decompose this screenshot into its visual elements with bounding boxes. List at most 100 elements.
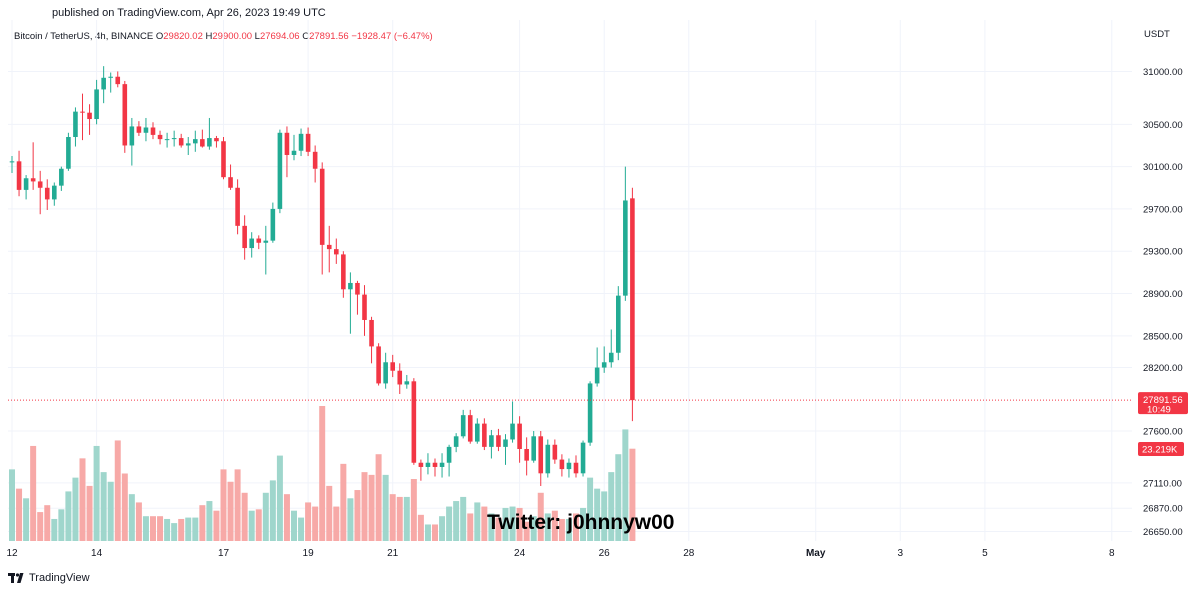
time-axis[interactable]: 12 14 17 19 21 24 26 28 May 3 5 8	[6, 548, 1115, 559]
candle-body	[369, 319, 374, 347]
volume-bar	[150, 516, 156, 541]
volume-bar	[65, 491, 72, 541]
candle-body	[228, 177, 233, 188]
candle-body	[249, 238, 254, 249]
candle-body	[37, 181, 43, 188]
volume-bar	[396, 496, 403, 541]
candle-body	[200, 139, 205, 147]
time-tick-label: 8	[1109, 548, 1115, 559]
published-caption: published on TradingView.com, Apr 26, 20…	[52, 7, 326, 19]
volume-bar	[283, 494, 290, 541]
volume-bar	[502, 507, 509, 541]
volume-bar	[375, 454, 382, 541]
volume-bar	[305, 502, 312, 541]
candle-body	[312, 151, 318, 169]
candle-body	[80, 111, 85, 113]
high-label: H	[205, 31, 213, 42]
volume-bar	[410, 479, 417, 541]
volume-bar	[580, 507, 587, 541]
price-tick-label: 28500.00	[1143, 331, 1183, 342]
price-tick-label: 27110.00	[1143, 478, 1182, 489]
price-tick-label: 27600.00	[1143, 427, 1183, 438]
volume-bar	[157, 516, 164, 541]
chart-grid	[8, 20, 1132, 541]
last-price-badge	[1138, 392, 1188, 415]
symbol-label: Bitcoin / TetherUS, 4h, BINANCE	[14, 31, 154, 42]
chart-legend: Bitcoin / TetherUS, 4h, BINANCE O29820.0…	[14, 31, 433, 42]
volume-bar	[269, 480, 276, 541]
candle-body	[256, 238, 262, 243]
time-tick-label: 26	[599, 548, 611, 559]
candle-body	[136, 126, 142, 133]
candle-body	[129, 126, 135, 146]
candle-body	[334, 249, 339, 255]
volume-bar	[248, 510, 255, 541]
candle-body	[594, 367, 600, 384]
volume-bar	[424, 524, 431, 541]
candle-body	[164, 139, 170, 141]
candle-body	[390, 362, 395, 371]
volume-bar	[206, 501, 213, 541]
candle-body	[185, 143, 191, 146]
last-price-label: 27891.56	[1143, 395, 1183, 406]
candle-body	[305, 133, 311, 152]
low-label: L	[254, 31, 260, 42]
tradingview-logo[interactable]: TradingView	[8, 572, 90, 584]
candle-body	[573, 462, 579, 474]
volume-bar	[9, 469, 15, 541]
tradingview-brand: TradingView	[29, 572, 90, 584]
last-volume-badge	[1138, 442, 1184, 456]
price-tick-label: 30100.00	[1143, 162, 1183, 173]
candle-body	[73, 111, 78, 138]
volume-bars	[9, 406, 636, 541]
countdown-label: 10:49	[1147, 405, 1171, 416]
candle-body	[587, 383, 593, 443]
candle-body	[16, 161, 22, 190]
candle-body	[214, 138, 219, 142]
volume-bar	[37, 512, 44, 541]
candle-body	[291, 150, 297, 155]
volume-bar	[276, 455, 283, 541]
volume-bar	[185, 517, 192, 541]
candle-body	[263, 240, 269, 243]
volume-bar	[192, 517, 199, 541]
volume-bar	[530, 516, 537, 541]
volume-bar	[326, 485, 333, 541]
price-tick-label: 26870.00	[1143, 504, 1183, 515]
candle-body	[242, 225, 247, 249]
volume-bar	[107, 481, 114, 541]
volume-bar	[629, 448, 636, 541]
volume-bar	[389, 494, 396, 541]
candle-body	[608, 352, 614, 363]
volume-bar	[460, 496, 467, 541]
candle-body	[341, 254, 346, 290]
candle-body	[150, 127, 156, 135]
candle-body	[404, 381, 410, 385]
candle-body	[122, 84, 128, 146]
volume-bar	[23, 498, 30, 541]
volume-bar	[439, 516, 446, 541]
candle-body	[517, 423, 522, 449]
volume-bar	[16, 488, 23, 541]
candle-body	[298, 133, 304, 151]
volume-bar	[234, 469, 241, 541]
volume-bar	[361, 472, 368, 541]
candle-body	[87, 112, 92, 120]
candle-body	[143, 127, 149, 133]
time-tick-label: 14	[91, 548, 103, 559]
volume-bar	[340, 463, 347, 541]
volume-bar	[347, 498, 354, 541]
candle-body	[566, 462, 572, 470]
volume-bar	[573, 513, 579, 541]
price-axis[interactable]: 31000.00 30500.00 30100.00 29700.00 29300.00…	[1138, 67, 1188, 538]
candle-body	[580, 442, 586, 474]
volume-bar	[382, 474, 389, 541]
candle-body	[482, 423, 487, 447]
volume-bar	[44, 505, 51, 541]
volume-bar	[86, 485, 93, 541]
candle-body	[460, 415, 466, 437]
time-tick-label: 19	[303, 548, 315, 559]
candle-body	[475, 423, 480, 442]
candle-body	[108, 76, 113, 78]
